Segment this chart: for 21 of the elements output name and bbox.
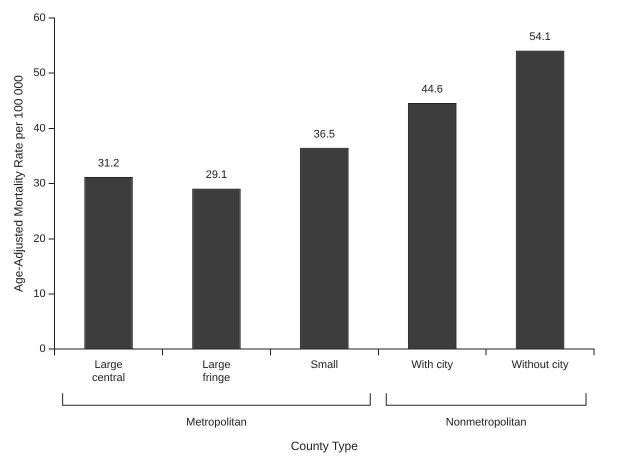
y-tick-label: 40 [33, 122, 46, 134]
text: Metropolitan [186, 416, 247, 429]
data-label: 31.2 [98, 158, 120, 170]
data-label: 29.1 [206, 169, 228, 182]
y-tick-label: 60 [33, 12, 46, 24]
x-tick-label: Small [310, 358, 338, 371]
data-label: 54.1 [529, 31, 551, 44]
text: Nonmetropolitan [446, 416, 526, 429]
y-tick-label: 30 [33, 178, 46, 190]
x-axis-title: County Type [290, 439, 358, 454]
y-tick-label: 50 [33, 67, 46, 80]
data-label: 44.6 [421, 84, 443, 96]
x-tick-label: Without city [512, 358, 569, 371]
y-tick-label: 0 [40, 343, 46, 356]
y-tick-label: 20 [33, 232, 46, 245]
y-tick-label: 10 [33, 288, 46, 300]
y-axis-title: Age-Adjusted Mortality Rate per 100 000 [12, 74, 26, 292]
x-tick-label: Large central [92, 358, 126, 384]
x-tick-label: With city [411, 358, 454, 371]
data-label: 36.5 [314, 128, 336, 140]
x-tick-label: Large fringe [202, 358, 231, 384]
